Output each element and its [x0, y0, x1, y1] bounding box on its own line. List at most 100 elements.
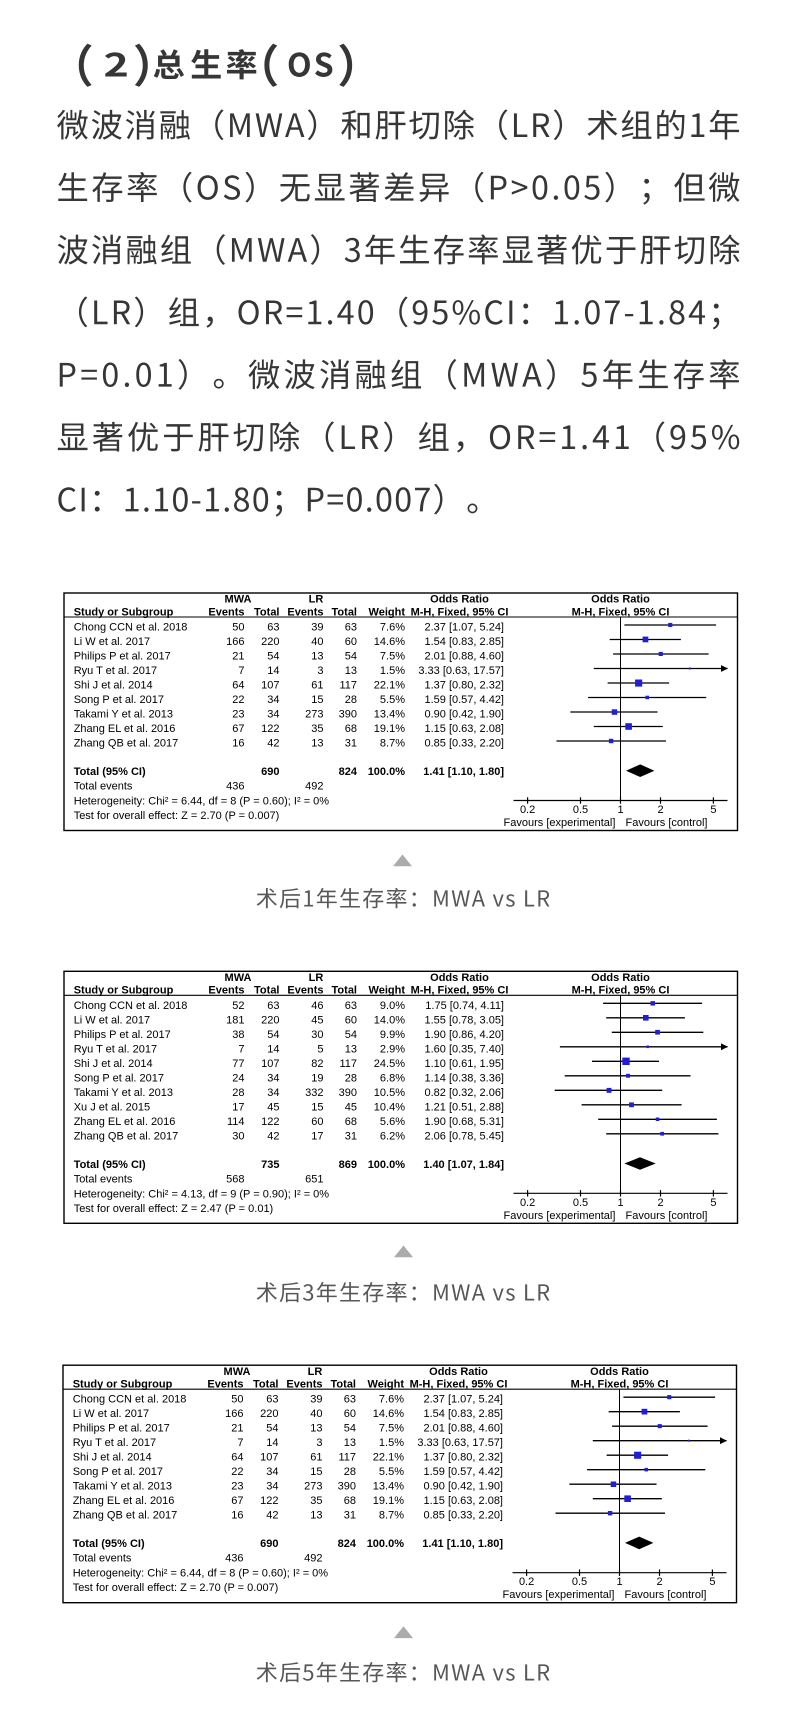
svg-text:2.9%: 2.9%: [380, 1043, 405, 1055]
svg-text:54: 54: [344, 1423, 356, 1435]
svg-text:107: 107: [261, 680, 279, 692]
svg-text:15: 15: [311, 1101, 323, 1113]
svg-text:60: 60: [344, 1408, 356, 1420]
svg-text:568: 568: [226, 1173, 244, 1185]
svg-text:1.14 [0.38, 3.36]: 1.14 [0.38, 3.36]: [424, 1072, 504, 1084]
svg-text:Odds Ratio: Odds Ratio: [430, 594, 489, 606]
svg-text:390: 390: [338, 1481, 356, 1493]
svg-text:Events: Events: [287, 985, 323, 997]
svg-text:13.4%: 13.4%: [374, 709, 405, 721]
svg-text:Li W et al. 2017: Li W et al. 2017: [74, 636, 150, 648]
svg-text:38: 38: [232, 1029, 244, 1041]
svg-text:15: 15: [311, 694, 323, 706]
svg-text:Events: Events: [207, 1379, 243, 1391]
svg-text:39: 39: [310, 1394, 322, 1406]
svg-text:Zhang QB et al. 2017: Zhang QB et al. 2017: [74, 738, 179, 750]
svg-text:68: 68: [345, 1116, 357, 1128]
svg-text:Total: Total: [331, 1379, 356, 1391]
svg-text:0.2: 0.2: [519, 1576, 534, 1588]
svg-text:Total (95% CI): Total (95% CI): [74, 766, 146, 778]
svg-text:22.1%: 22.1%: [374, 680, 405, 692]
svg-text:1.37 [0.80, 2.32]: 1.37 [0.80, 2.32]: [424, 680, 504, 692]
svg-text:30: 30: [232, 1130, 244, 1142]
svg-text:1.54 [0.83, 2.85]: 1.54 [0.83, 2.85]: [424, 636, 504, 648]
svg-text:64: 64: [232, 680, 244, 692]
svg-text:5.5%: 5.5%: [379, 1466, 404, 1478]
svg-text:332: 332: [305, 1087, 323, 1099]
svg-text:1.55 [0.78, 3.05]: 1.55 [0.78, 3.05]: [424, 1014, 504, 1026]
svg-text:273: 273: [305, 709, 323, 721]
svg-text:107: 107: [261, 1058, 279, 1070]
svg-text:16: 16: [231, 1510, 243, 1522]
svg-text:60: 60: [345, 1014, 357, 1026]
svg-text:166: 166: [226, 636, 244, 648]
svg-text:Li W et al. 2017: Li W et al. 2017: [73, 1408, 149, 1420]
svg-text:492: 492: [305, 781, 323, 793]
svg-text:Total: Total: [254, 606, 279, 618]
svg-text:30: 30: [311, 1029, 323, 1041]
svg-text:Weight: Weight: [369, 985, 406, 997]
svg-text:13: 13: [345, 665, 357, 677]
svg-text:14: 14: [267, 665, 279, 677]
svg-text:Total: Total: [254, 985, 279, 997]
svg-text:Takami Y et al. 2013: Takami Y et al. 2013: [74, 1087, 173, 1099]
svg-text:22: 22: [232, 694, 244, 706]
svg-text:Takami Y et al. 2013: Takami Y et al. 2013: [74, 709, 173, 721]
svg-text:61: 61: [310, 1452, 322, 1464]
svg-text:40: 40: [311, 636, 323, 648]
svg-text:2: 2: [656, 1576, 662, 1588]
svg-text:122: 122: [261, 1116, 279, 1128]
svg-text:19.1%: 19.1%: [374, 723, 405, 735]
svg-text:M-H, Fixed, 95% CI: M-H, Fixed, 95% CI: [572, 985, 670, 997]
svg-text:17: 17: [232, 1101, 244, 1113]
svg-text:63: 63: [266, 1394, 278, 1406]
svg-text:2.01 [0.88, 4.60]: 2.01 [0.88, 4.60]: [424, 651, 504, 663]
svg-text:1.15 [0.63, 2.08]: 1.15 [0.63, 2.08]: [424, 723, 504, 735]
svg-text:1.59 [0.57, 4.42]: 1.59 [0.57, 4.42]: [423, 1466, 503, 1478]
svg-text:54: 54: [345, 651, 357, 663]
svg-text:6.8%: 6.8%: [380, 1072, 405, 1084]
svg-text:34: 34: [267, 709, 279, 721]
svg-text:M-H, Fixed, 95% CI: M-H, Fixed, 95% CI: [572, 606, 670, 618]
svg-text:122: 122: [260, 1495, 278, 1507]
svg-text:Heterogeneity: Chi² = 6.44, df: Heterogeneity: Chi² = 6.44, df = 8 (P = …: [73, 1568, 329, 1580]
svg-text:42: 42: [266, 1510, 278, 1522]
svg-text:1: 1: [617, 1197, 623, 1209]
svg-text:Zhang QB et al. 2017: Zhang QB et al. 2017: [74, 1130, 179, 1142]
svg-text:34: 34: [266, 1466, 278, 1478]
svg-text:390: 390: [339, 1087, 357, 1099]
svg-text:5.5%: 5.5%: [380, 694, 405, 706]
svg-text:31: 31: [345, 738, 357, 750]
svg-text:390: 390: [339, 709, 357, 721]
svg-text:Test for overall effect: Z = 2: Test for overall effect: Z = 2.47 (P = 0…: [74, 1203, 274, 1215]
svg-text:M-H, Fixed, 95% CI: M-H, Fixed, 95% CI: [411, 606, 509, 618]
svg-text:10.4%: 10.4%: [374, 1101, 405, 1113]
svg-text:6.2%: 6.2%: [380, 1130, 405, 1142]
svg-text:82: 82: [311, 1058, 323, 1070]
svg-text:MWA: MWA: [225, 594, 252, 606]
svg-text:Total events: Total events: [74, 1173, 133, 1185]
svg-text:Ryu T et al. 2017: Ryu T et al. 2017: [74, 665, 157, 677]
svg-text:5: 5: [710, 804, 716, 816]
svg-text:114: 114: [227, 1116, 245, 1128]
svg-text:63: 63: [267, 1000, 279, 1012]
svg-text:220: 220: [261, 1014, 279, 1026]
svg-text:3.33 [0.63, 17.57]: 3.33 [0.63, 17.57]: [418, 665, 504, 677]
svg-text:100.0%: 100.0%: [368, 1159, 406, 1171]
svg-text:Favours [experimental]: Favours [experimental]: [504, 1210, 616, 1222]
svg-text:492: 492: [304, 1553, 322, 1565]
svg-text:436: 436: [226, 781, 244, 793]
svg-text:2.37 [1.07, 5.24]: 2.37 [1.07, 5.24]: [423, 1394, 503, 1406]
svg-text:Philips P et al. 2017: Philips P et al. 2017: [73, 1423, 170, 1435]
svg-text:17: 17: [311, 1130, 323, 1142]
svg-text:2: 2: [657, 1197, 663, 1209]
svg-text:7: 7: [238, 665, 244, 677]
svg-text:52: 52: [232, 1000, 244, 1012]
svg-text:Study or Subgroup: Study or Subgroup: [73, 1379, 173, 1391]
svg-text:Li W et al. 2017: Li W et al. 2017: [74, 1014, 150, 1026]
svg-text:Heterogeneity: Chi² = 6.44, df: Heterogeneity: Chi² = 6.44, df = 8 (P = …: [74, 796, 330, 808]
svg-text:824: 824: [339, 766, 358, 778]
svg-text:824: 824: [338, 1538, 357, 1550]
svg-text:1.90 [0.86, 4.20]: 1.90 [0.86, 4.20]: [424, 1029, 504, 1041]
svg-text:Chong CCN et al. 2018: Chong CCN et al. 2018: [73, 1394, 187, 1406]
